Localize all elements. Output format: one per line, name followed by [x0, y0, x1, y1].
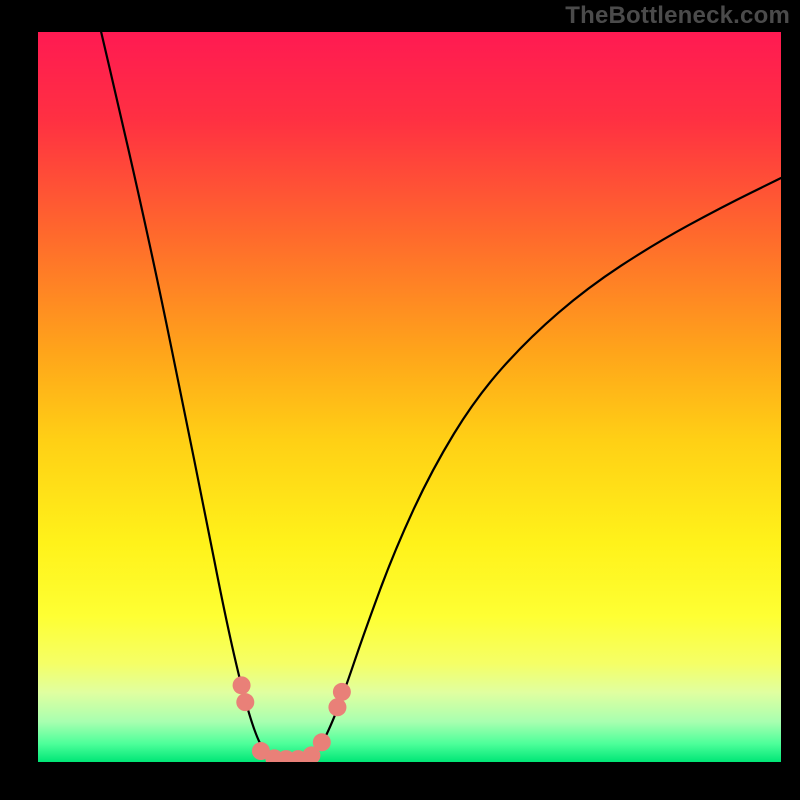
data-marker [233, 676, 251, 694]
bottleneck-chart-frame: TheBottleneck.com [0, 0, 800, 800]
gradient-background [38, 32, 781, 762]
data-marker [333, 683, 351, 701]
border-bottom [0, 762, 800, 800]
border-left [0, 0, 38, 800]
data-marker [313, 733, 331, 751]
data-marker [328, 698, 346, 716]
border-right [781, 0, 800, 800]
data-marker [236, 693, 254, 711]
watermark-text: TheBottleneck.com [565, 2, 790, 30]
bottleneck-chart [38, 32, 781, 762]
